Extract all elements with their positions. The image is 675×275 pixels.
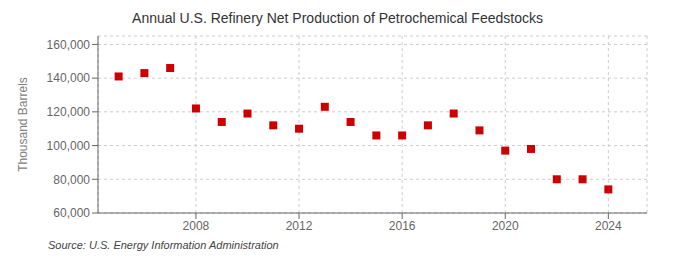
svg-text:140,000: 140,000: [47, 71, 91, 85]
svg-text:120,000: 120,000: [47, 105, 91, 119]
svg-text:160,000: 160,000: [47, 38, 91, 52]
svg-text:Thousand Barrels: Thousand Barrels: [16, 77, 30, 172]
svg-text:80,000: 80,000: [53, 173, 90, 187]
svg-text:100,000: 100,000: [47, 139, 91, 153]
html-text:Source: U.S. Energy Informatio: Source: U.S. Energy Information Administ…: [48, 239, 279, 251]
svg-text:60,000: 60,000: [53, 206, 90, 220]
svg-text:2008: 2008: [183, 219, 210, 233]
svg-text:2012: 2012: [286, 219, 313, 233]
html-text:Annual U.S. Refinery Net Produ: Annual U.S. Refinery Net Production of P…: [132, 10, 543, 26]
svg-text:2024: 2024: [595, 219, 622, 233]
svg-text:2020: 2020: [492, 219, 519, 233]
svg-text:2016: 2016: [389, 219, 416, 233]
